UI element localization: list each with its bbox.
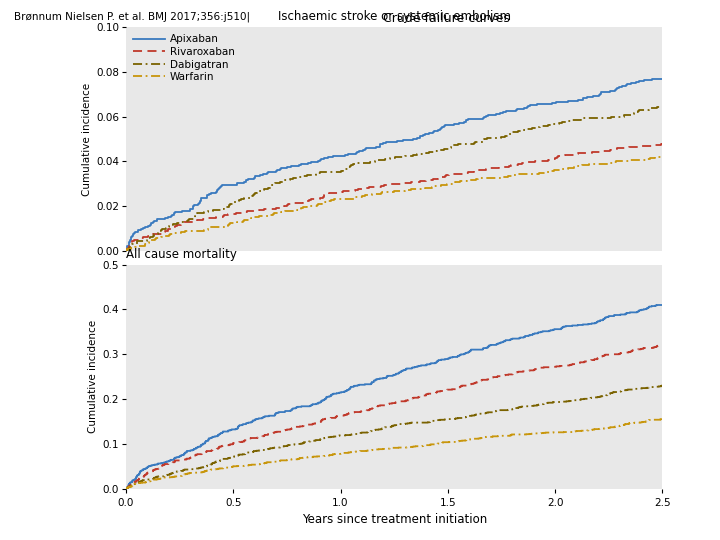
- Text: Brønnum Nielsen P. et al. BMJ 2017;356:j510|: Brønnum Nielsen P. et al. BMJ 2017;356:j…: [14, 12, 251, 22]
- Y-axis label: Cumulative incidence: Cumulative incidence: [89, 320, 99, 433]
- Text: All cause mortality: All cause mortality: [126, 248, 237, 261]
- Text: Crude failure curves: Crude failure curves: [383, 12, 510, 25]
- Legend: Apixaban, Rivaroxaban, Dabigatran, Warfarin: Apixaban, Rivaroxaban, Dabigatran, Warfa…: [131, 32, 237, 84]
- Y-axis label: Cumulative incidence: Cumulative incidence: [82, 83, 92, 195]
- X-axis label: Years since treatment initiation: Years since treatment initiation: [302, 514, 487, 526]
- Title: Ischaemic stroke or systemic embolism: Ischaemic stroke or systemic embolism: [278, 10, 510, 23]
